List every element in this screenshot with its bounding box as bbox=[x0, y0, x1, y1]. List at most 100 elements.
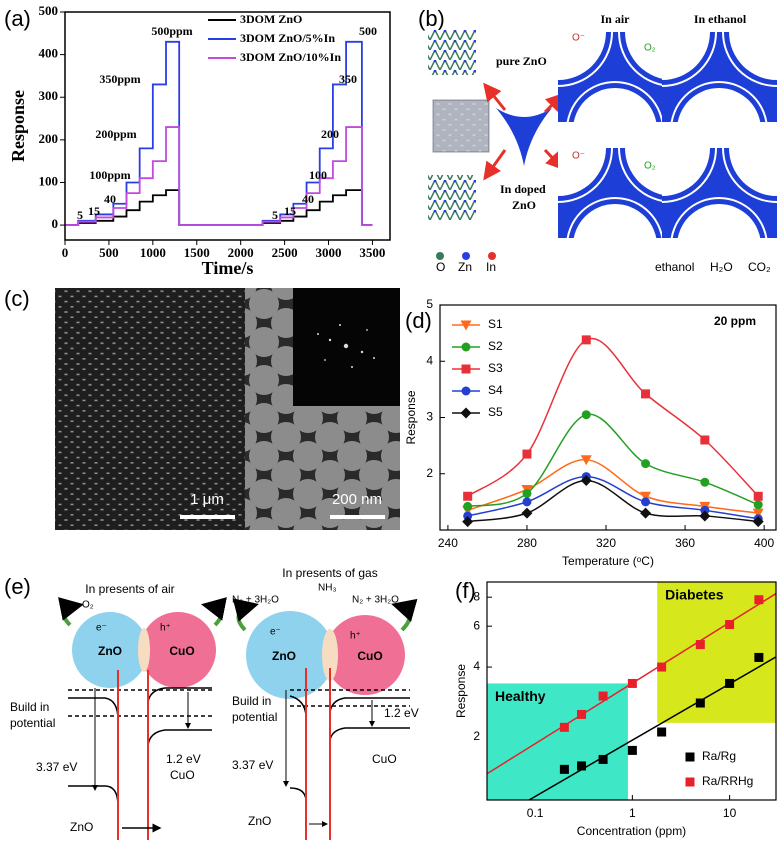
lattice-image bbox=[428, 30, 476, 75]
x-tick-label: 280 bbox=[517, 536, 537, 550]
marker bbox=[699, 510, 711, 522]
label: O₂ bbox=[82, 600, 94, 611]
x-tick-label: 2000 bbox=[228, 245, 254, 260]
label: O⁻ bbox=[572, 151, 585, 162]
marker bbox=[462, 516, 474, 528]
annotation: 15 bbox=[284, 204, 296, 218]
marker bbox=[580, 455, 592, 466]
x-tick-label: 1 bbox=[629, 806, 636, 820]
x-axis-title: Temperature (ᵒC) bbox=[562, 554, 654, 568]
marker bbox=[627, 678, 637, 688]
y-tick-label: 4 bbox=[473, 659, 480, 673]
legend-dot bbox=[488, 252, 496, 260]
arrow bbox=[483, 82, 507, 111]
annotation: 100 bbox=[309, 168, 327, 182]
y-tick-label: 5 bbox=[426, 297, 433, 311]
cuo-grain bbox=[325, 615, 405, 695]
region-label: Diabetes bbox=[665, 587, 724, 603]
arrow bbox=[201, 597, 227, 627]
plot-frame bbox=[64, 11, 391, 241]
lattice-image bbox=[428, 175, 476, 220]
marker bbox=[521, 507, 533, 519]
marker bbox=[700, 505, 710, 515]
marker bbox=[598, 754, 608, 764]
plot-frame bbox=[486, 581, 777, 801]
y-tick-label: 3 bbox=[426, 410, 433, 424]
y-tick-label: 400 bbox=[39, 46, 59, 61]
label: e⁻ bbox=[270, 627, 281, 638]
y-tick-label: 500 bbox=[39, 3, 59, 18]
legend-label: O bbox=[436, 260, 445, 274]
annotation: 40 bbox=[302, 192, 314, 206]
panel-c: (c) 1 μm 200 nm bbox=[4, 286, 400, 530]
annotation: 500ppm bbox=[151, 24, 192, 38]
annotation: 200ppm bbox=[95, 127, 136, 141]
x-tick-label: 10 bbox=[723, 806, 737, 820]
marker bbox=[752, 508, 764, 519]
marker bbox=[657, 662, 667, 672]
marker bbox=[753, 500, 763, 510]
x-tick-label: 500 bbox=[99, 245, 119, 260]
y-tick-label: 200 bbox=[39, 131, 59, 146]
x-tick-label: 1500 bbox=[184, 245, 210, 260]
marker bbox=[657, 727, 667, 737]
series-line bbox=[467, 475, 759, 520]
lattice-top-pattern bbox=[433, 100, 489, 152]
band-diagram bbox=[68, 687, 212, 807]
legend-label: 3DOM ZnO/5%In bbox=[240, 31, 335, 45]
junction bbox=[138, 628, 150, 672]
marker bbox=[627, 745, 637, 755]
chart: (d) 240 280 320 360 400 2 3 4 5 Temperature (ᵒC) Re… bbox=[404, 297, 777, 568]
label: ZnO bbox=[98, 644, 122, 658]
y-tick-label: 300 bbox=[39, 88, 59, 103]
label: 1.2 eV bbox=[384, 706, 419, 720]
x-tick-label: 2500 bbox=[272, 245, 298, 260]
label: O⁻ bbox=[572, 33, 585, 44]
marker bbox=[461, 386, 471, 396]
label: e⁻ bbox=[96, 623, 107, 634]
x-tick-label: 240 bbox=[438, 536, 458, 550]
column-title: In air bbox=[600, 12, 630, 26]
label: CuO bbox=[357, 649, 382, 663]
cuo-grain bbox=[140, 612, 216, 688]
marker bbox=[725, 678, 735, 688]
arrow bbox=[391, 598, 418, 632]
label: CuO bbox=[372, 752, 397, 766]
marker bbox=[725, 620, 735, 630]
arrow bbox=[232, 598, 259, 632]
legend-label: S4 bbox=[488, 383, 503, 397]
marker bbox=[463, 501, 473, 511]
label: h⁺ bbox=[350, 631, 361, 642]
legend-label: Zn bbox=[458, 260, 472, 274]
marker bbox=[641, 459, 651, 469]
y-tick-label: 2 bbox=[426, 466, 433, 480]
marker bbox=[581, 410, 591, 420]
marker bbox=[695, 640, 705, 650]
x-tick-label: 320 bbox=[596, 536, 616, 550]
label: h⁺ bbox=[160, 623, 171, 634]
marker bbox=[695, 698, 705, 708]
annotation: 100ppm bbox=[89, 168, 130, 182]
y-tick-label: 2 bbox=[473, 729, 480, 743]
legend-label: 3DOM ZnO/10%In bbox=[240, 50, 341, 64]
label: ZnO bbox=[512, 198, 536, 212]
zno-grain bbox=[246, 611, 334, 699]
marker bbox=[754, 652, 764, 662]
marker bbox=[522, 449, 532, 459]
structure-unit bbox=[496, 108, 552, 166]
label: N₂ + 3H₂O bbox=[352, 595, 399, 606]
annotation: 15 bbox=[88, 204, 100, 218]
sem-image bbox=[55, 288, 245, 530]
x-tick-label: 1000 bbox=[140, 245, 166, 260]
region bbox=[487, 683, 628, 800]
zno-grain bbox=[72, 612, 148, 688]
marker bbox=[598, 691, 608, 701]
label: O₂ bbox=[644, 161, 656, 172]
marker bbox=[460, 320, 472, 331]
annotation: 20 ppm bbox=[714, 314, 756, 328]
label: In doped bbox=[500, 182, 546, 196]
y-tick-label: 0 bbox=[52, 216, 59, 231]
label: In presents of gas bbox=[282, 566, 377, 580]
label: 3.37 eV bbox=[232, 758, 273, 772]
label: NH₃ bbox=[318, 583, 337, 594]
